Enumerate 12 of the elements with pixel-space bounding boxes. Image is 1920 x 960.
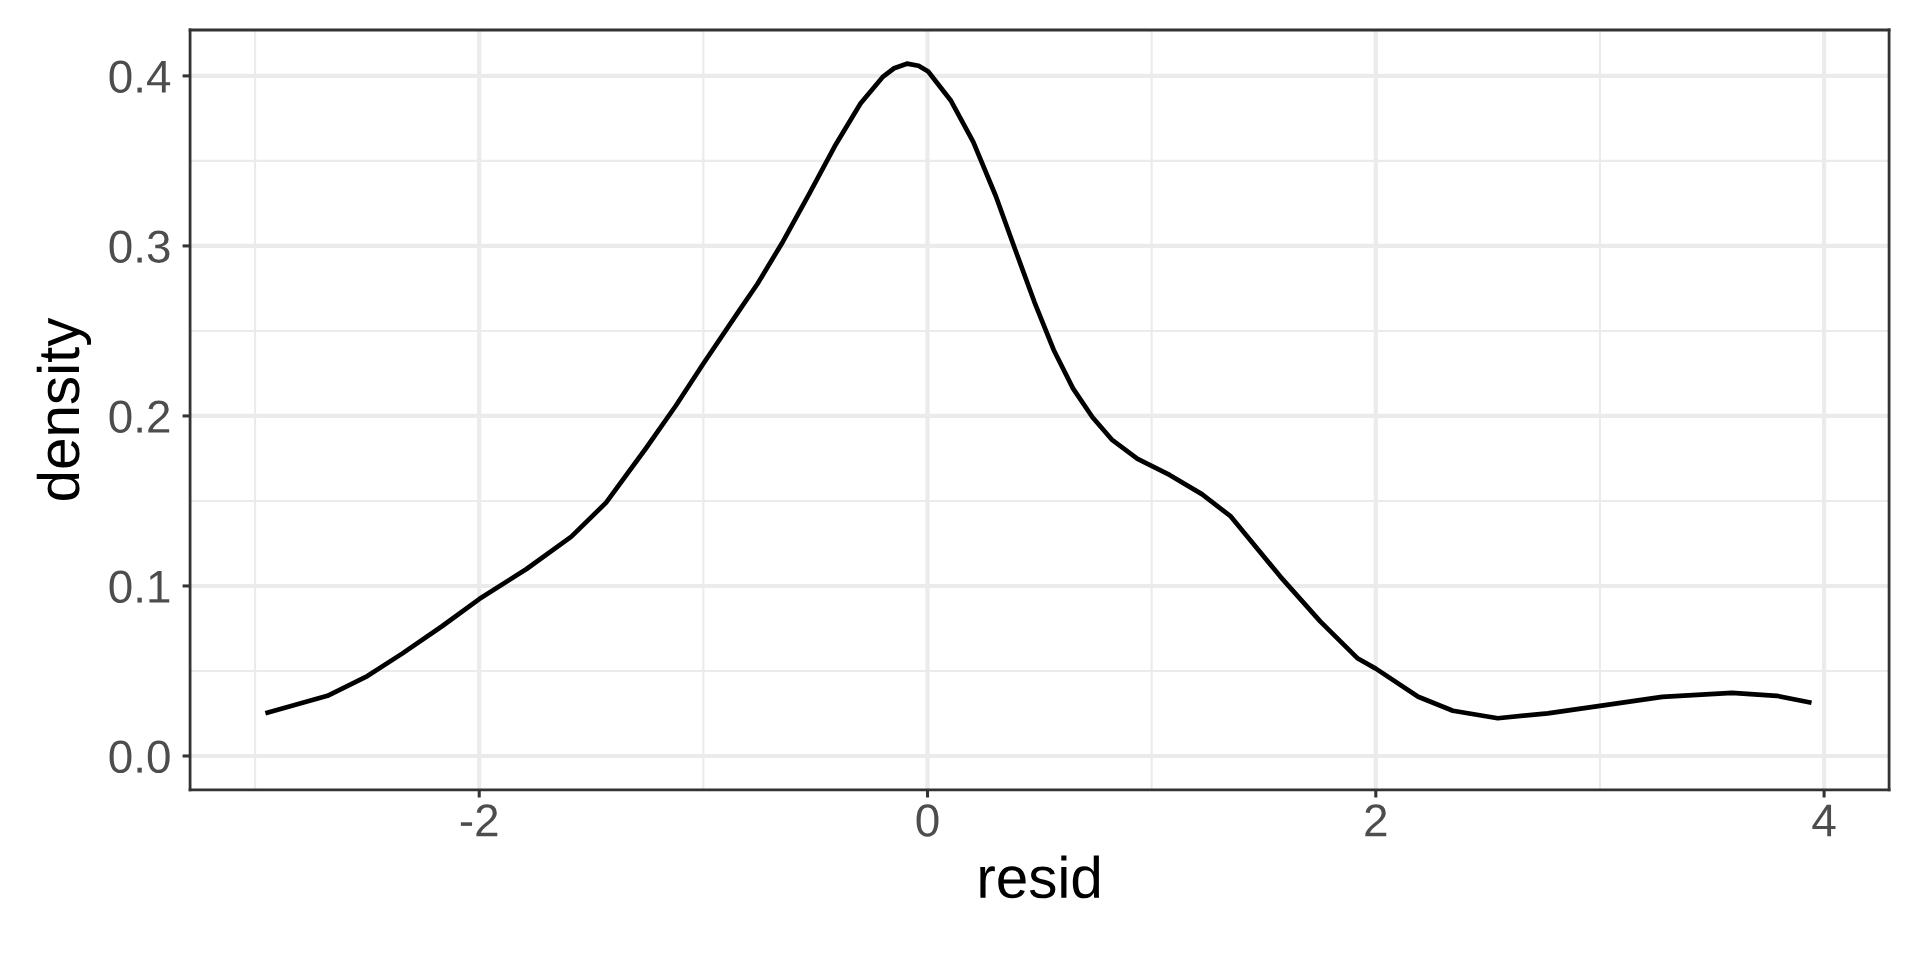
y-tick-label: 0.4 bbox=[109, 60, 171, 93]
line-series bbox=[263, 61, 1814, 721]
y-tick-label: 0.2 bbox=[109, 400, 170, 433]
x-axis-title: resid bbox=[980, 855, 1100, 899]
y-tick-label: 0.1 bbox=[109, 570, 170, 604]
x-tick-label: 4 bbox=[1812, 804, 1836, 837]
y-tick-label: 0.3 bbox=[109, 230, 170, 263]
y-tick-label: 0.0 bbox=[109, 740, 170, 774]
x-tick-label: 2 bbox=[1365, 804, 1387, 837]
x-tick-label: -2 bbox=[460, 804, 498, 837]
x-tick-label: 0 bbox=[916, 804, 939, 837]
y-axis-title: density bbox=[36, 317, 92, 500]
